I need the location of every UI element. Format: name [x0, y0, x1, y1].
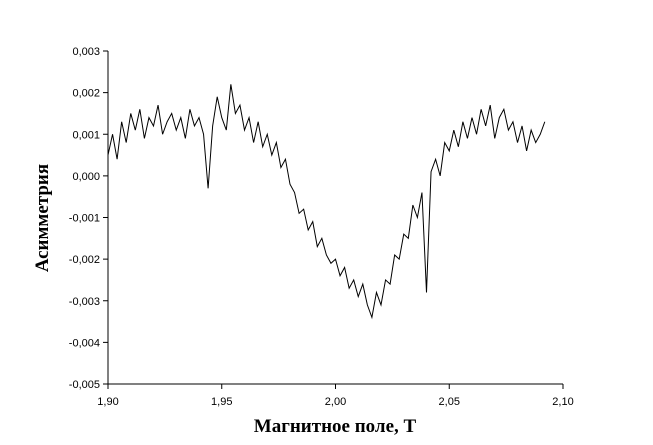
x-tick-label: 1,90 — [97, 396, 118, 408]
y-tick-label: -0,003 — [69, 296, 100, 308]
y-tick-label: 0,002 — [72, 88, 100, 100]
x-tick-label: 2,05 — [439, 396, 460, 408]
x-tick-label: 1,95 — [211, 396, 232, 408]
y-tick-label: -0,004 — [69, 337, 100, 349]
x-tick-label: 2,00 — [325, 396, 346, 408]
y-axis-title: Асимметрия — [32, 164, 53, 272]
y-tick-label: 0,003 — [72, 46, 100, 58]
y-tick-label: 0,000 — [72, 171, 100, 183]
y-tick-label: -0,002 — [69, 254, 100, 266]
y-tick-label: 0,001 — [72, 129, 100, 141]
x-axis-title: Магнитное поле, Т — [254, 416, 417, 437]
data-line — [107, 84, 546, 320]
x-tick-label: 2,10 — [552, 396, 573, 408]
y-tick-label: -0,001 — [69, 213, 100, 225]
y-tick-label: -0,005 — [69, 379, 100, 391]
